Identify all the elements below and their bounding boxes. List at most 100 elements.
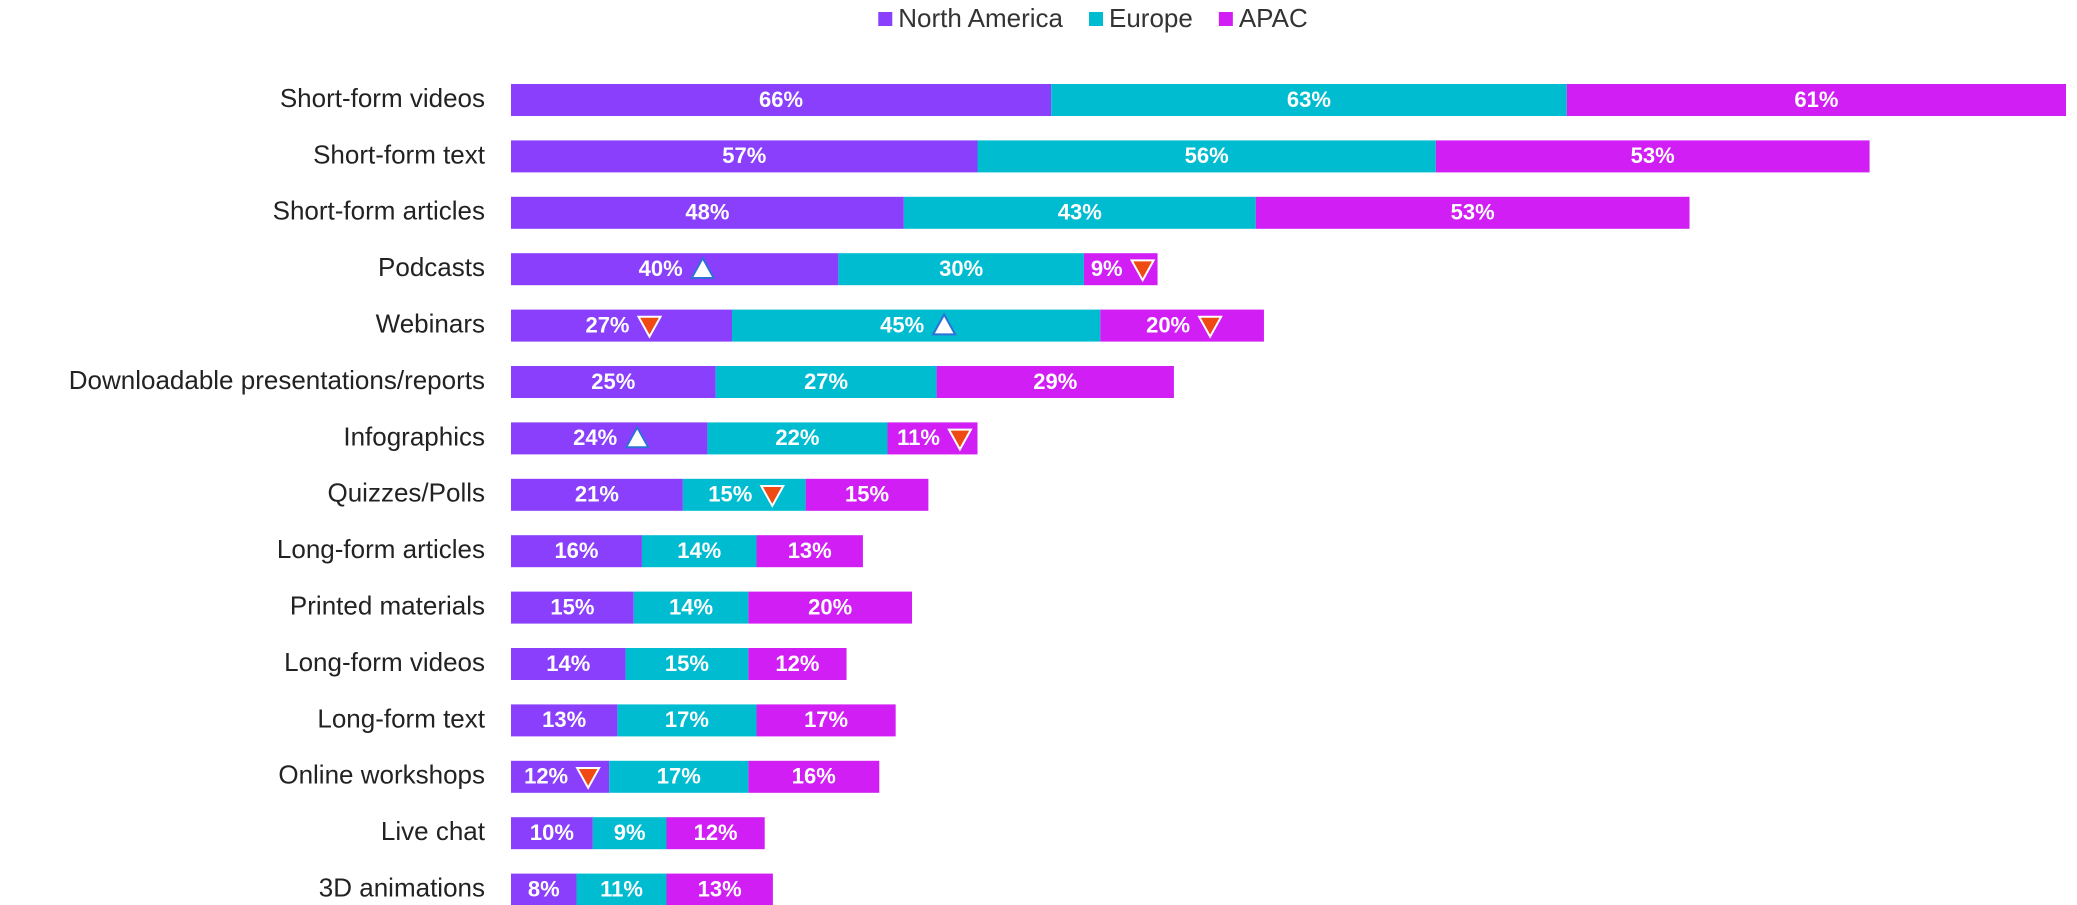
category-label: Podcasts — [378, 252, 485, 282]
bar-segment — [511, 366, 716, 398]
increase-marker — [624, 425, 650, 449]
data-label: 61% — [1794, 87, 1838, 112]
data-label: 16% — [554, 538, 598, 563]
bar-segment — [731, 309, 1101, 342]
bar-segment — [666, 873, 773, 905]
category-label: Webinars — [376, 308, 485, 338]
category-label: Infographics — [343, 421, 485, 451]
bar-segment — [1100, 309, 1264, 342]
data-label: 21% — [575, 482, 619, 507]
decrease-marker — [636, 315, 663, 339]
bar-segment — [511, 478, 683, 511]
bar-segment — [633, 591, 749, 624]
bar-segment — [592, 817, 667, 850]
legend-label: APAC — [1239, 3, 1308, 33]
bar-segment — [838, 253, 1084, 286]
category-label: Short-form articles — [273, 196, 485, 226]
data-label: 45% — [880, 312, 924, 337]
bar-segment — [1255, 196, 1690, 229]
category-label: Long-form text — [317, 703, 485, 733]
bar-segment — [511, 309, 732, 342]
decrease-marker — [575, 767, 601, 790]
data-label: 12% — [694, 820, 738, 845]
bar-segment — [609, 760, 749, 793]
bar-segment — [511, 591, 634, 624]
data-label: 63% — [1287, 87, 1331, 112]
category-label: Live chat — [381, 816, 486, 846]
category-label: Long-form videos — [284, 647, 485, 677]
bar-segment — [511, 422, 708, 455]
legend-label: Europe — [1109, 3, 1193, 33]
data-label: 12% — [775, 651, 819, 676]
data-label: 40% — [639, 256, 683, 281]
data-label: 27% — [585, 312, 629, 337]
category-label: Downloadable presentations/reports — [69, 365, 485, 395]
bar-segment — [511, 704, 618, 737]
data-label: 14% — [546, 651, 590, 676]
bar-segment — [1435, 140, 1870, 173]
bar-segment — [666, 817, 765, 850]
data-label: 9% — [614, 820, 646, 845]
bar-segment — [511, 535, 642, 568]
data-label: 24% — [573, 425, 617, 450]
data-label: 53% — [1451, 200, 1495, 225]
category-label: Long-form articles — [277, 534, 485, 564]
data-label: 20% — [808, 594, 852, 619]
bar-segment — [977, 140, 1436, 173]
data-label: 11% — [600, 876, 643, 901]
category-label: Online workshops — [278, 760, 485, 790]
bar-segment — [617, 704, 757, 737]
data-label: 66% — [759, 87, 803, 112]
bar-segment — [707, 422, 888, 455]
data-label: 15% — [845, 482, 889, 507]
bar-segment — [641, 535, 757, 568]
data-label: 48% — [685, 200, 729, 225]
bar-segment — [748, 591, 913, 624]
bar-segment — [511, 253, 839, 286]
data-label: 53% — [1631, 143, 1675, 168]
category-label: 3D animations — [319, 872, 485, 902]
data-label: 29% — [1033, 369, 1077, 394]
data-label: 20% — [1146, 312, 1190, 337]
category-label: Short-form text — [313, 139, 486, 169]
data-label: 25% — [591, 369, 635, 394]
data-label: 13% — [698, 876, 742, 901]
bar-segment — [1566, 84, 2066, 116]
bar-segment — [576, 873, 667, 905]
bar-segment — [715, 366, 937, 398]
data-label: 14% — [677, 538, 721, 563]
bar-segment — [756, 535, 863, 568]
data-label: 14% — [669, 594, 713, 619]
data-label: 56% — [1185, 143, 1229, 168]
data-label: 15% — [550, 594, 594, 619]
bar-segment — [511, 196, 904, 229]
data-label: 13% — [788, 538, 832, 563]
data-label: 17% — [665, 707, 709, 732]
increase-marker — [690, 256, 716, 279]
decrease-marker — [759, 485, 785, 508]
decrease-marker — [1129, 259, 1156, 283]
legend-swatch — [1089, 12, 1104, 26]
data-label: 30% — [939, 256, 983, 281]
bar-segment — [511, 140, 978, 173]
legend-label: North America — [898, 3, 1063, 33]
data-label: 8% — [528, 876, 560, 901]
bar-segment — [936, 366, 1174, 398]
data-label: 13% — [542, 707, 586, 732]
category-label: Printed materials — [290, 590, 485, 620]
data-label: 11% — [897, 425, 940, 450]
bar-segment — [625, 648, 749, 680]
data-label: 57% — [722, 143, 766, 168]
bar-segment — [756, 704, 896, 737]
category-label: Quizzes/Polls — [328, 478, 486, 508]
data-label: 43% — [1058, 200, 1102, 225]
bar-segment — [805, 478, 929, 511]
data-label: 9% — [1091, 256, 1123, 281]
bar-segment — [511, 648, 626, 680]
legend-swatch — [1218, 12, 1233, 26]
bar-segment — [511, 873, 577, 905]
data-label: 15% — [665, 651, 709, 676]
increase-marker — [931, 312, 957, 336]
data-label: 10% — [530, 820, 574, 845]
